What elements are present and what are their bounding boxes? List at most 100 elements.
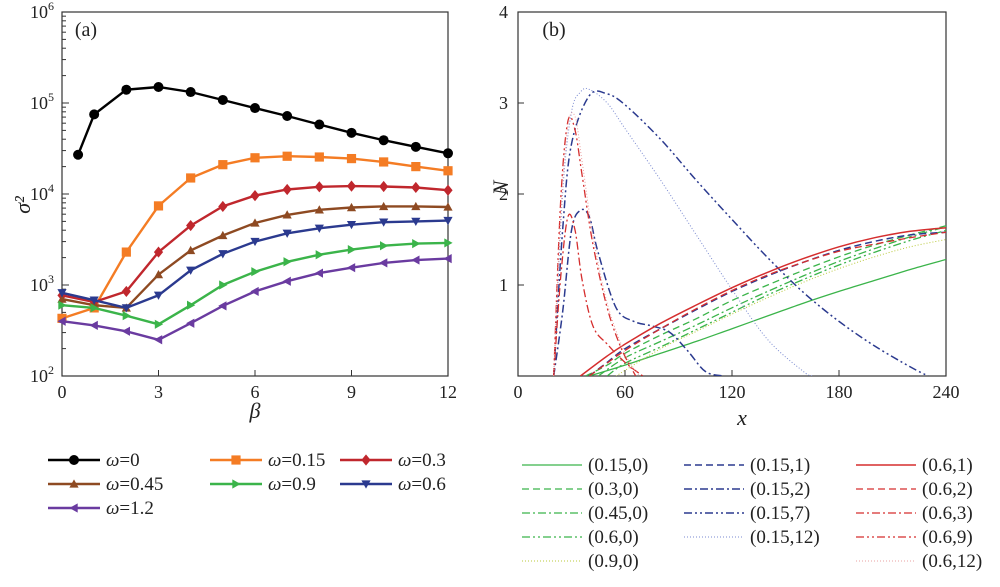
legend-label: ω=0.3 — [398, 450, 446, 471]
series-line — [57, 151, 453, 323]
y-tick-label: 106 — [30, 0, 54, 22]
legend-label: (0.6,9) — [922, 527, 973, 548]
legend-label: ω=1.2 — [106, 498, 154, 519]
data-point — [411, 255, 420, 265]
data-point — [153, 270, 164, 279]
data-point — [218, 200, 228, 213]
legend-label: ω=0.45 — [106, 474, 163, 495]
data-point — [57, 294, 67, 303]
data-point — [282, 276, 291, 286]
data-point — [186, 245, 196, 255]
panel-label-a: (a) — [75, 19, 97, 41]
data-point — [314, 119, 325, 130]
data-point — [443, 166, 453, 176]
x-tick-label: 0 — [514, 382, 523, 402]
data-point — [217, 94, 228, 105]
legend-label: ω=0.6 — [398, 474, 446, 495]
legend-label: (0.45,0) — [588, 503, 648, 524]
y-tick-exponent: 6 — [48, 0, 54, 13]
data-point — [153, 291, 164, 300]
data-point — [443, 254, 452, 264]
data-point — [443, 148, 453, 159]
y-tick-base: 10 — [30, 2, 48, 22]
data-point — [411, 201, 421, 211]
data-point — [121, 84, 132, 95]
series-line — [615, 239, 946, 376]
data-point — [314, 268, 324, 278]
y-tick-exponent: 4 — [48, 181, 54, 195]
legend-label: (0.15,0) — [588, 455, 648, 476]
series-path — [61, 241, 449, 326]
data-point — [347, 244, 357, 255]
data-point — [121, 326, 131, 336]
data-point — [153, 335, 163, 345]
series-line — [589, 258, 946, 376]
data-point — [186, 318, 195, 328]
data-point — [443, 216, 453, 226]
series-line — [57, 254, 452, 345]
legend-value: =1.2 — [119, 498, 153, 519]
data-point — [250, 190, 260, 202]
series-line — [588, 231, 946, 376]
data-point — [58, 300, 67, 310]
data-point — [346, 180, 357, 192]
panel-a-legend: ω=0 ω=0.15 ω=0.3ω=0.45 ω=0.9 ω=0.6ω=1.2 — [48, 450, 446, 519]
x-tick-label: 6 — [251, 382, 260, 402]
data-point — [250, 153, 260, 163]
data-point — [346, 221, 357, 230]
data-point — [250, 237, 260, 247]
x-tick-label: 60 — [616, 382, 634, 402]
panel-b-chart: 0 60 120 180 240 1 2 3 4 (b) x N — [488, 2, 960, 430]
x-tick-label: 180 — [826, 382, 853, 402]
data-point — [410, 141, 421, 152]
data-point — [282, 210, 292, 219]
data-point — [314, 224, 324, 233]
y-axis-title: σ² — [10, 196, 35, 214]
data-point — [443, 184, 453, 196]
legend-value: =0.45 — [119, 474, 163, 495]
legend-label: (0.15,1) — [750, 455, 810, 476]
data-point — [250, 286, 259, 297]
data-point — [346, 127, 357, 138]
series-line — [73, 81, 453, 160]
legend-label: (0.15,7) — [750, 503, 810, 524]
data-point — [57, 316, 66, 326]
x-tick-label: 9 — [347, 382, 356, 402]
data-point — [378, 135, 389, 146]
data-point — [69, 455, 79, 465]
y-tick-base: 10 — [30, 184, 48, 204]
x-tick-label: 240 — [933, 382, 960, 402]
legend-label: ω=0.15 — [268, 450, 325, 471]
legend-symbol: ω — [106, 498, 119, 519]
y-tick-exponent: 2 — [48, 363, 54, 377]
data-point — [379, 218, 389, 227]
panel-label-b: (b) — [542, 19, 565, 41]
data-point — [444, 238, 453, 248]
data-point — [282, 183, 292, 196]
legend-label: ω=0 — [106, 450, 140, 471]
series-group — [552, 87, 946, 376]
data-point — [379, 241, 389, 251]
y-tick-label: 105 — [30, 90, 54, 113]
legend-symbol: ω — [268, 450, 281, 471]
legend-label: (0.6,2) — [922, 479, 973, 500]
legend-symbol: ω — [398, 474, 411, 495]
legend-label: (0.9,0) — [588, 551, 639, 572]
legend-label: (0.6,1) — [922, 455, 973, 476]
data-point — [121, 304, 131, 313]
legend-label: (0.6,3) — [922, 503, 973, 524]
legend-value: =0.15 — [281, 450, 325, 471]
y-axis-title: N — [488, 179, 513, 196]
data-point — [361, 454, 371, 466]
x-axis-title: x — [736, 405, 747, 430]
series-line — [588, 231, 946, 376]
data-point — [283, 257, 292, 267]
data-point — [315, 250, 324, 260]
data-point — [153, 81, 164, 92]
data-point — [186, 300, 196, 310]
legend-label: (0.6,12) — [922, 551, 982, 572]
data-point — [219, 280, 228, 290]
data-point — [57, 289, 67, 298]
data-point — [231, 455, 241, 465]
